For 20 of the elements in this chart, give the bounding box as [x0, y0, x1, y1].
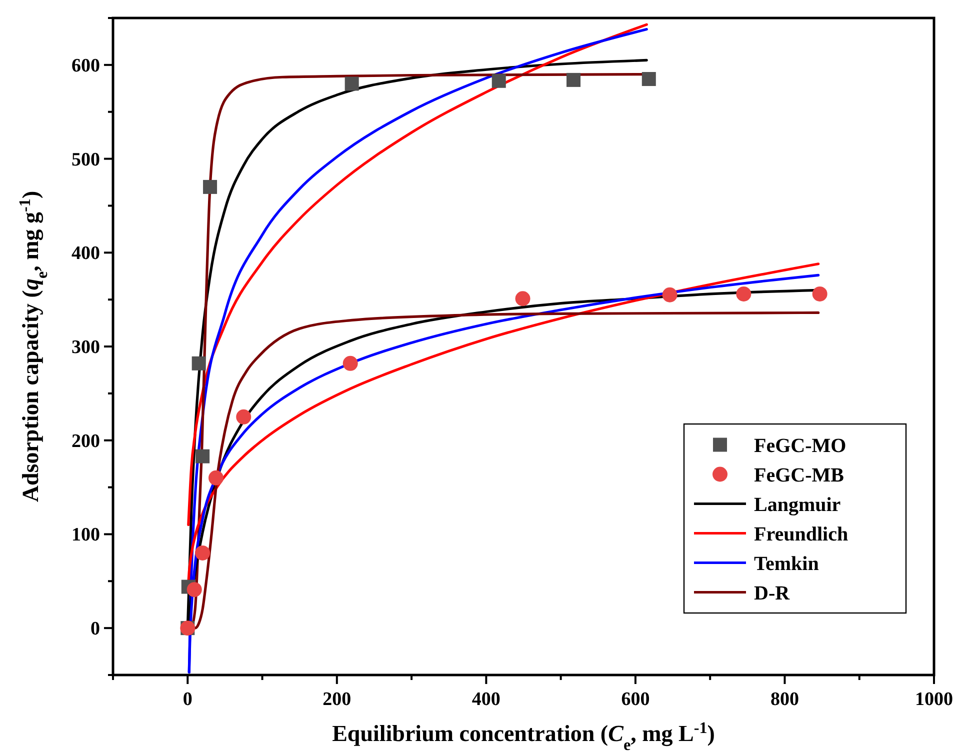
y-tick-label: 0 [90, 618, 100, 640]
y-tick-label: 200 [72, 430, 100, 452]
legend-label: D-R [754, 582, 790, 604]
legend-label: Langmuir [754, 494, 841, 516]
x-tick-label: 1000 [915, 689, 953, 710]
y-tick-label: 300 [72, 337, 100, 358]
x-tick-label: 200 [322, 689, 352, 710]
y-tick-label: 100 [72, 524, 100, 546]
x-tick-label: 400 [472, 689, 500, 710]
x-tick-label: 0 [182, 689, 192, 710]
x-tick-label: 600 [621, 689, 650, 710]
x-axis-title: Equilibrium concentration (C$_{e}$, mg L$^{-1}$) [332, 720, 715, 754]
legend-label: Temkin [754, 552, 819, 575]
y-tick-label: 400 [72, 243, 100, 264]
y-tick-label: 600 [72, 55, 100, 76]
x-tick-label: 800 [770, 689, 799, 710]
legend-label: FeGC-MB [754, 464, 844, 486]
legend-label: FeGC-MO [754, 434, 846, 457]
y-tick-label: 500 [72, 149, 100, 170]
legend-label: Freundlich [754, 523, 848, 546]
